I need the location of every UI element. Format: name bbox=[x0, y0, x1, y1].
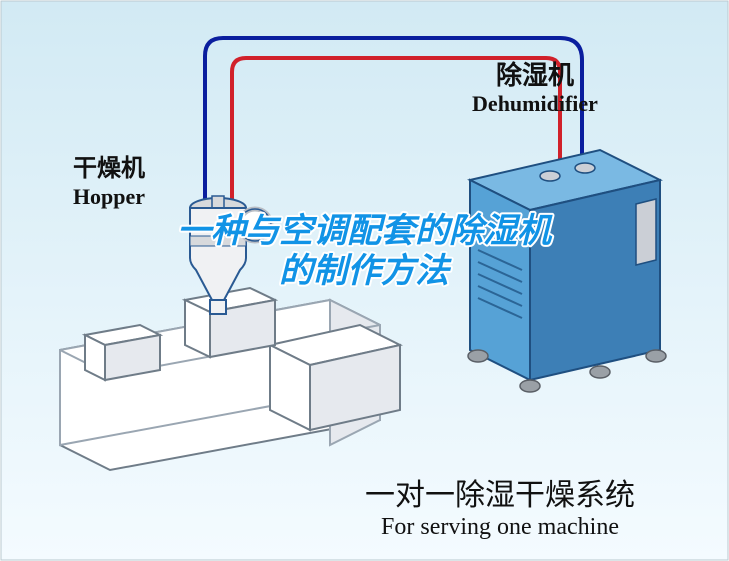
dehumidifier-label: 除湿机 Dehumidifier bbox=[430, 60, 640, 118]
hopper-label-en: Hopper bbox=[44, 184, 174, 210]
hopper-label-cn: 干燥机 bbox=[44, 155, 174, 184]
dehumidifier-unit bbox=[468, 150, 666, 392]
svg-text:的制作方法: 的制作方法 bbox=[279, 252, 452, 290]
svg-text:一种与空调配套的除湿机: 一种与空调配套的除湿机 bbox=[177, 212, 553, 250]
system-caption: 一对一除湿干燥系统 For serving one machine bbox=[300, 470, 700, 541]
hopper-label: 干燥机 Hopper bbox=[44, 155, 174, 210]
diagram-stage: 一种与空调配套的除湿机 一种与空调配套的除湿机 的制作方法 的制作方法 干燥机 … bbox=[0, 0, 729, 561]
dehumidifier-label-en: Dehumidifier bbox=[430, 91, 640, 117]
caption-cn: 一对一除湿干燥系统 bbox=[300, 470, 700, 514]
dehumidifier-label-cn: 除湿机 bbox=[430, 60, 640, 91]
caption-en: For serving one machine bbox=[300, 514, 700, 541]
